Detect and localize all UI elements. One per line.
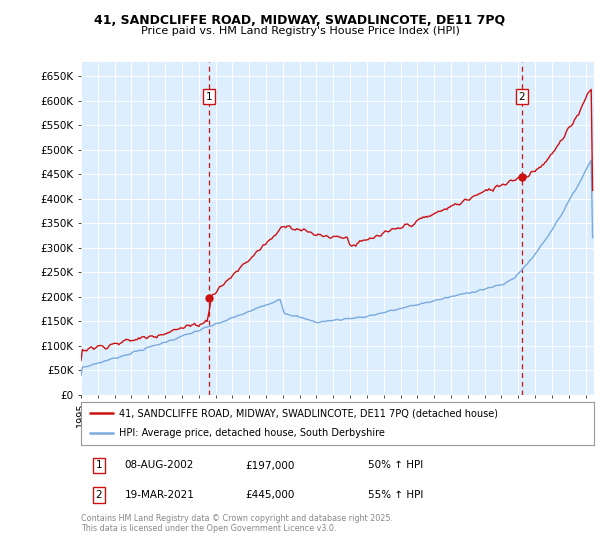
Text: 19-MAR-2021: 19-MAR-2021: [125, 490, 194, 500]
Text: HPI: Average price, detached house, South Derbyshire: HPI: Average price, detached house, Sout…: [119, 428, 385, 438]
Text: 2: 2: [95, 490, 102, 500]
Text: 50% ↑ HPI: 50% ↑ HPI: [368, 460, 424, 470]
Text: Contains HM Land Registry data © Crown copyright and database right 2025.
This d: Contains HM Land Registry data © Crown c…: [81, 514, 393, 534]
Text: 2: 2: [518, 92, 525, 101]
Text: 55% ↑ HPI: 55% ↑ HPI: [368, 490, 424, 500]
Text: 1: 1: [206, 92, 212, 101]
Text: £445,000: £445,000: [245, 490, 295, 500]
Text: Price paid vs. HM Land Registry's House Price Index (HPI): Price paid vs. HM Land Registry's House …: [140, 26, 460, 36]
Text: 41, SANDCLIFFE ROAD, MIDWAY, SWADLINCOTE, DE11 7PQ: 41, SANDCLIFFE ROAD, MIDWAY, SWADLINCOTE…: [94, 14, 506, 27]
Text: 08-AUG-2002: 08-AUG-2002: [125, 460, 194, 470]
Text: 1: 1: [95, 460, 102, 470]
Text: 41, SANDCLIFFE ROAD, MIDWAY, SWADLINCOTE, DE11 7PQ (detached house): 41, SANDCLIFFE ROAD, MIDWAY, SWADLINCOTE…: [119, 408, 499, 418]
Text: £197,000: £197,000: [245, 460, 295, 470]
